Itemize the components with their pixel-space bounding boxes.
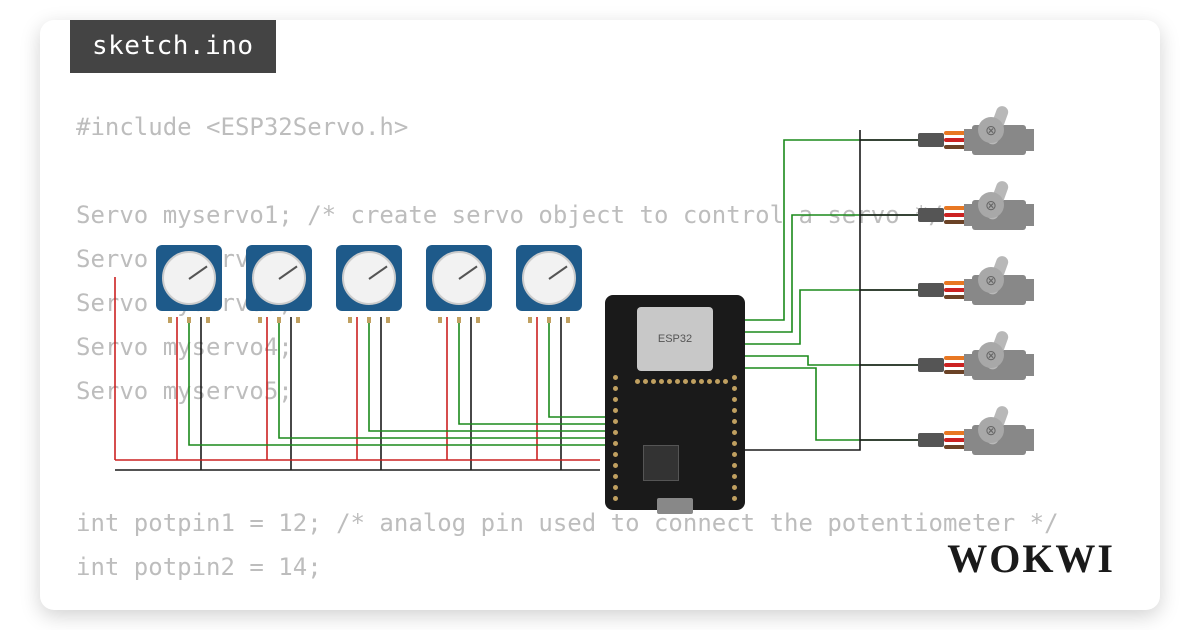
file-tab-label: sketch.ino [92,31,254,61]
code-content: #include <ESP32Servo.h> Servo myservo1; … [76,105,1059,589]
file-tab[interactable]: sketch.ino [70,20,276,73]
wokwi-logo: WOKWI [947,535,1115,582]
logo-text: WOKWI [947,536,1115,581]
preview-card: sketch.ino #include <ESP32Servo.h> Servo… [40,20,1160,610]
